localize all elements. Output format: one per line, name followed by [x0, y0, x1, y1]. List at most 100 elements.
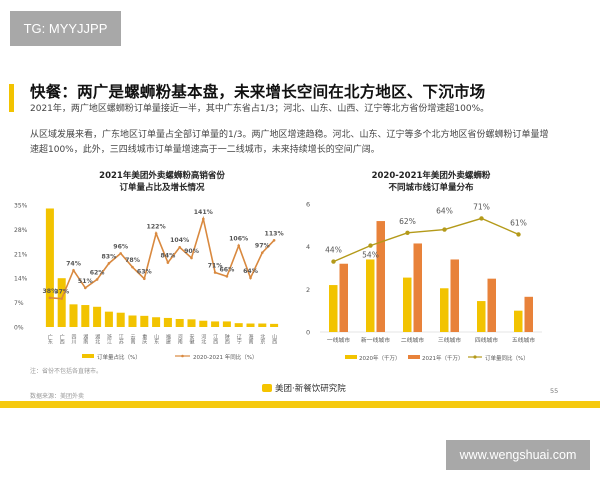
bar-order-share: [57, 278, 66, 327]
growth-label: 62%: [90, 269, 105, 276]
legend-swatch-point: [473, 355, 477, 359]
legend-swatch-2021: [408, 355, 420, 359]
x-tick-label: 山东: [153, 333, 159, 344]
x-tick-label: 福建: [165, 333, 171, 345]
growth-point: [119, 252, 122, 255]
summary-paragraph: 从区域发展来看，广东地区订单量占全部订单量的1/3。两广地区增速趋稳。河北、山东…: [30, 130, 549, 155]
title-accent-bar: [9, 84, 14, 112]
growth-label: 66%: [219, 266, 234, 273]
growth-point: [249, 276, 252, 280]
growth-point: [48, 296, 52, 300]
x-tick-label: 湖北: [94, 333, 100, 345]
growth-point: [225, 275, 229, 278]
bar-2020: [403, 277, 412, 332]
footer-logo: 美团·新餐饮研究院: [262, 382, 346, 394]
x-tick-label: 三线城市: [438, 336, 461, 344]
growth-label: 71%: [208, 263, 223, 270]
growth-point: [213, 271, 217, 274]
y-tick-label: 0%: [14, 325, 24, 332]
x-tick-label: 北京: [259, 333, 265, 345]
x-tick-label: 山西: [271, 333, 277, 345]
growth-point: [405, 230, 410, 235]
legend-swatch-2020: [345, 355, 357, 359]
growth-label: 37%: [54, 289, 69, 296]
x-tick-label: 浙江: [106, 333, 112, 345]
growth-label: 90%: [184, 248, 199, 255]
growth-label: 62%: [399, 217, 416, 226]
growth-point: [143, 277, 146, 280]
bar-2021: [487, 278, 496, 332]
bar-order-share: [258, 323, 267, 327]
growth-label: 38%: [42, 288, 57, 295]
x-tick-label: 江西: [212, 333, 218, 345]
y-tick-label: 7%: [14, 300, 24, 307]
bar-order-share: [81, 305, 90, 327]
bar-order-share: [140, 315, 149, 327]
legend-label: 2021年（千万）: [422, 354, 464, 362]
bar-2020: [329, 285, 338, 332]
chart-title: 2020-2021年美团外卖螺蛳粉: [372, 170, 491, 181]
growth-label: 64%: [243, 268, 258, 275]
y-tick-label: 2: [306, 286, 310, 294]
x-tick-label: 河南: [177, 333, 183, 344]
growth-label: 61%: [510, 218, 527, 227]
x-tick-label: 河北: [200, 333, 206, 345]
chart-note: 注：省份不包括各直辖市。: [30, 368, 103, 375]
bar-2020: [514, 310, 523, 332]
page-subtitle: 2021年，两广地区螺蛳粉订单量接近一半，其中广东省占1/3；河北、山东、山西、…: [30, 104, 490, 114]
growth-label: 84%: [160, 253, 175, 260]
x-tick-label: 二线城市: [401, 336, 424, 344]
x-tick-label: 江苏: [118, 333, 124, 345]
x-tick-label: 四川: [71, 334, 77, 344]
bar-2021: [413, 243, 422, 332]
bar-2021: [524, 296, 533, 332]
page-number: 55: [550, 387, 559, 395]
bar-order-share: [175, 318, 184, 327]
growth-label: 44%: [325, 246, 342, 255]
bar-order-share: [163, 317, 172, 327]
growth-label: 54%: [362, 251, 379, 260]
growth-label: 78%: [125, 257, 140, 264]
bar-2021: [376, 221, 385, 332]
watermark-top: TG: MYYJJPP: [10, 11, 121, 46]
bar-order-share: [152, 317, 161, 327]
growth-point: [190, 256, 193, 260]
growth-label: 71%: [473, 202, 490, 211]
growth-label: 106%: [229, 236, 248, 243]
growth-label: 63%: [137, 269, 152, 276]
bar-2020: [440, 288, 449, 332]
growth-point: [60, 297, 63, 300]
growth-point: [272, 239, 276, 242]
y-tick-label: 4: [306, 243, 310, 251]
footer-logo-text: 美团·新餐饮研究院: [275, 384, 346, 394]
growth-line: [333, 217, 519, 263]
x-tick-label: 辽宁: [236, 333, 242, 344]
growth-label: 83%: [101, 253, 116, 260]
bar-order-share: [234, 323, 243, 327]
y-tick-label: 28%: [14, 227, 28, 234]
bar-order-share: [246, 323, 255, 327]
legend-label: 订单量同比（%）: [485, 354, 529, 362]
growth-label: 122%: [147, 223, 166, 230]
bar-order-share: [187, 319, 196, 327]
chart-title: 不同城市线订单量分布: [388, 182, 474, 193]
x-tick-label: 湖南: [82, 333, 88, 344]
x-tick-label: 重庆: [141, 333, 147, 345]
data-source: 数据来源：美团外卖: [30, 393, 85, 400]
legend-label: 2020年（千万）: [359, 354, 401, 362]
growth-point: [479, 216, 484, 221]
legend-label: 2020-2021 年同比（%）: [193, 353, 257, 361]
x-tick-label: 一线城市: [327, 336, 350, 344]
growth-label: 113%: [265, 230, 284, 237]
growth-point: [131, 265, 134, 269]
bar-2020: [366, 259, 375, 332]
growth-point: [261, 251, 264, 254]
bar-order-share: [128, 315, 137, 327]
x-tick-label: 云南: [130, 334, 136, 344]
growth-point: [368, 243, 373, 248]
growth-label: 51%: [78, 278, 93, 285]
growth-point: [237, 244, 240, 248]
growth-point: [107, 262, 111, 265]
bar-order-share: [69, 304, 78, 327]
